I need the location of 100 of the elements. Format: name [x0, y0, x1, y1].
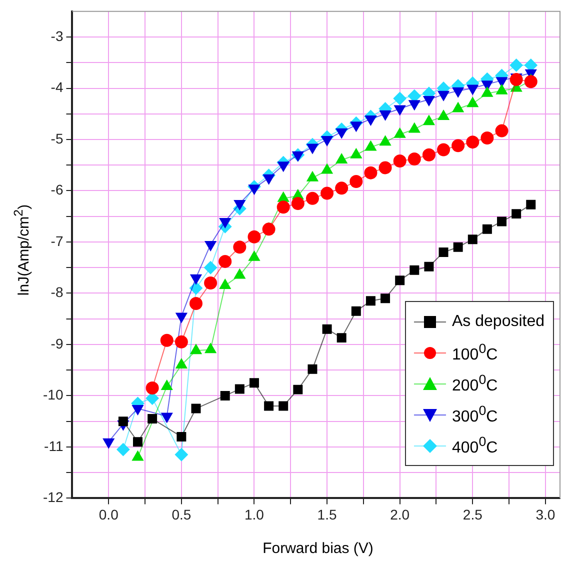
point [204, 343, 216, 354]
point [512, 209, 522, 219]
point [378, 161, 392, 174]
point [408, 89, 421, 102]
point [468, 234, 478, 244]
point [190, 344, 202, 354]
point [204, 261, 218, 274]
point [350, 122, 362, 132]
point [452, 87, 464, 98]
point [263, 174, 274, 184]
point [148, 414, 158, 424]
point [292, 151, 304, 162]
point [204, 241, 216, 252]
point [410, 265, 420, 275]
point [466, 84, 478, 95]
point [452, 139, 465, 152]
point [160, 334, 174, 347]
y-tick-label: -3 [50, 28, 64, 44]
y-tick-label: -5 [50, 130, 64, 146]
point [146, 382, 159, 395]
x-tick-label: 1.5 [317, 506, 337, 522]
point [393, 154, 406, 168]
point [234, 200, 246, 210]
point [510, 73, 523, 86]
point [278, 162, 290, 172]
point [264, 401, 274, 411]
y-tick-label: -6 [50, 182, 64, 198]
point [308, 364, 318, 374]
legend-label: 200$^{0}$C [452, 372, 498, 396]
point [219, 279, 231, 290]
point [336, 128, 348, 138]
point [306, 144, 318, 154]
point [249, 378, 259, 388]
point [497, 216, 506, 226]
x-tick-label: 2.5 [462, 506, 483, 522]
legend-label: 100$^{0}$C [452, 341, 498, 364]
point [306, 192, 319, 205]
point [189, 282, 202, 295]
point [351, 306, 361, 316]
point [422, 148, 436, 162]
point [480, 131, 494, 144]
point [234, 384, 244, 394]
point [365, 116, 376, 126]
point [189, 296, 202, 310]
legend-label: As deposited [452, 312, 545, 331]
point [335, 182, 348, 195]
point [174, 448, 188, 462]
point [438, 90, 450, 101]
y-tick-label: -7 [50, 232, 64, 249]
point [336, 333, 346, 343]
point [380, 110, 391, 120]
x-tick-label: 0.5 [172, 506, 192, 522]
legend-label: 400$^{0}$C [452, 434, 498, 458]
point [394, 105, 406, 116]
y-tick-label: -9 [50, 335, 64, 352]
point [482, 224, 492, 234]
y-tick-label: -4 [50, 79, 64, 96]
point [437, 143, 450, 156]
point [133, 437, 142, 447]
point [218, 254, 232, 268]
point [204, 276, 218, 290]
point [453, 242, 463, 252]
point [116, 443, 130, 456]
point [191, 404, 201, 414]
x-tick-label: 1.0 [244, 506, 264, 522]
x-tick-label: 3.0 [536, 506, 556, 522]
point [395, 276, 405, 286]
point [176, 312, 188, 323]
point [380, 294, 390, 304]
point [176, 432, 186, 442]
point [190, 274, 202, 284]
point [510, 58, 523, 72]
point [366, 296, 376, 306]
point [438, 247, 448, 257]
point [393, 92, 406, 106]
point [423, 96, 435, 106]
point [408, 100, 420, 110]
point [248, 184, 260, 195]
point [350, 175, 363, 188]
point [276, 200, 290, 214]
point [364, 166, 378, 180]
point [408, 152, 421, 166]
point [526, 200, 536, 210]
point [495, 124, 508, 138]
point [132, 450, 144, 461]
y-tick-label: -10 [43, 386, 64, 403]
point [248, 230, 261, 244]
x-axis-title: Forward bias (V) [262, 540, 374, 557]
y-tick-label: -12 [43, 489, 64, 506]
x-tick-label: 0.0 [98, 506, 119, 522]
point [174, 335, 188, 348]
y-tick-label: -11 [44, 438, 64, 454]
point [262, 222, 276, 236]
y-tick-label: -8 [50, 284, 64, 300]
x-tick-label: 2.0 [390, 506, 410, 522]
legend-label: 300$^{0}$C [452, 403, 498, 426]
point [466, 136, 480, 149]
point [233, 240, 246, 254]
point [219, 218, 231, 228]
point [322, 324, 332, 334]
